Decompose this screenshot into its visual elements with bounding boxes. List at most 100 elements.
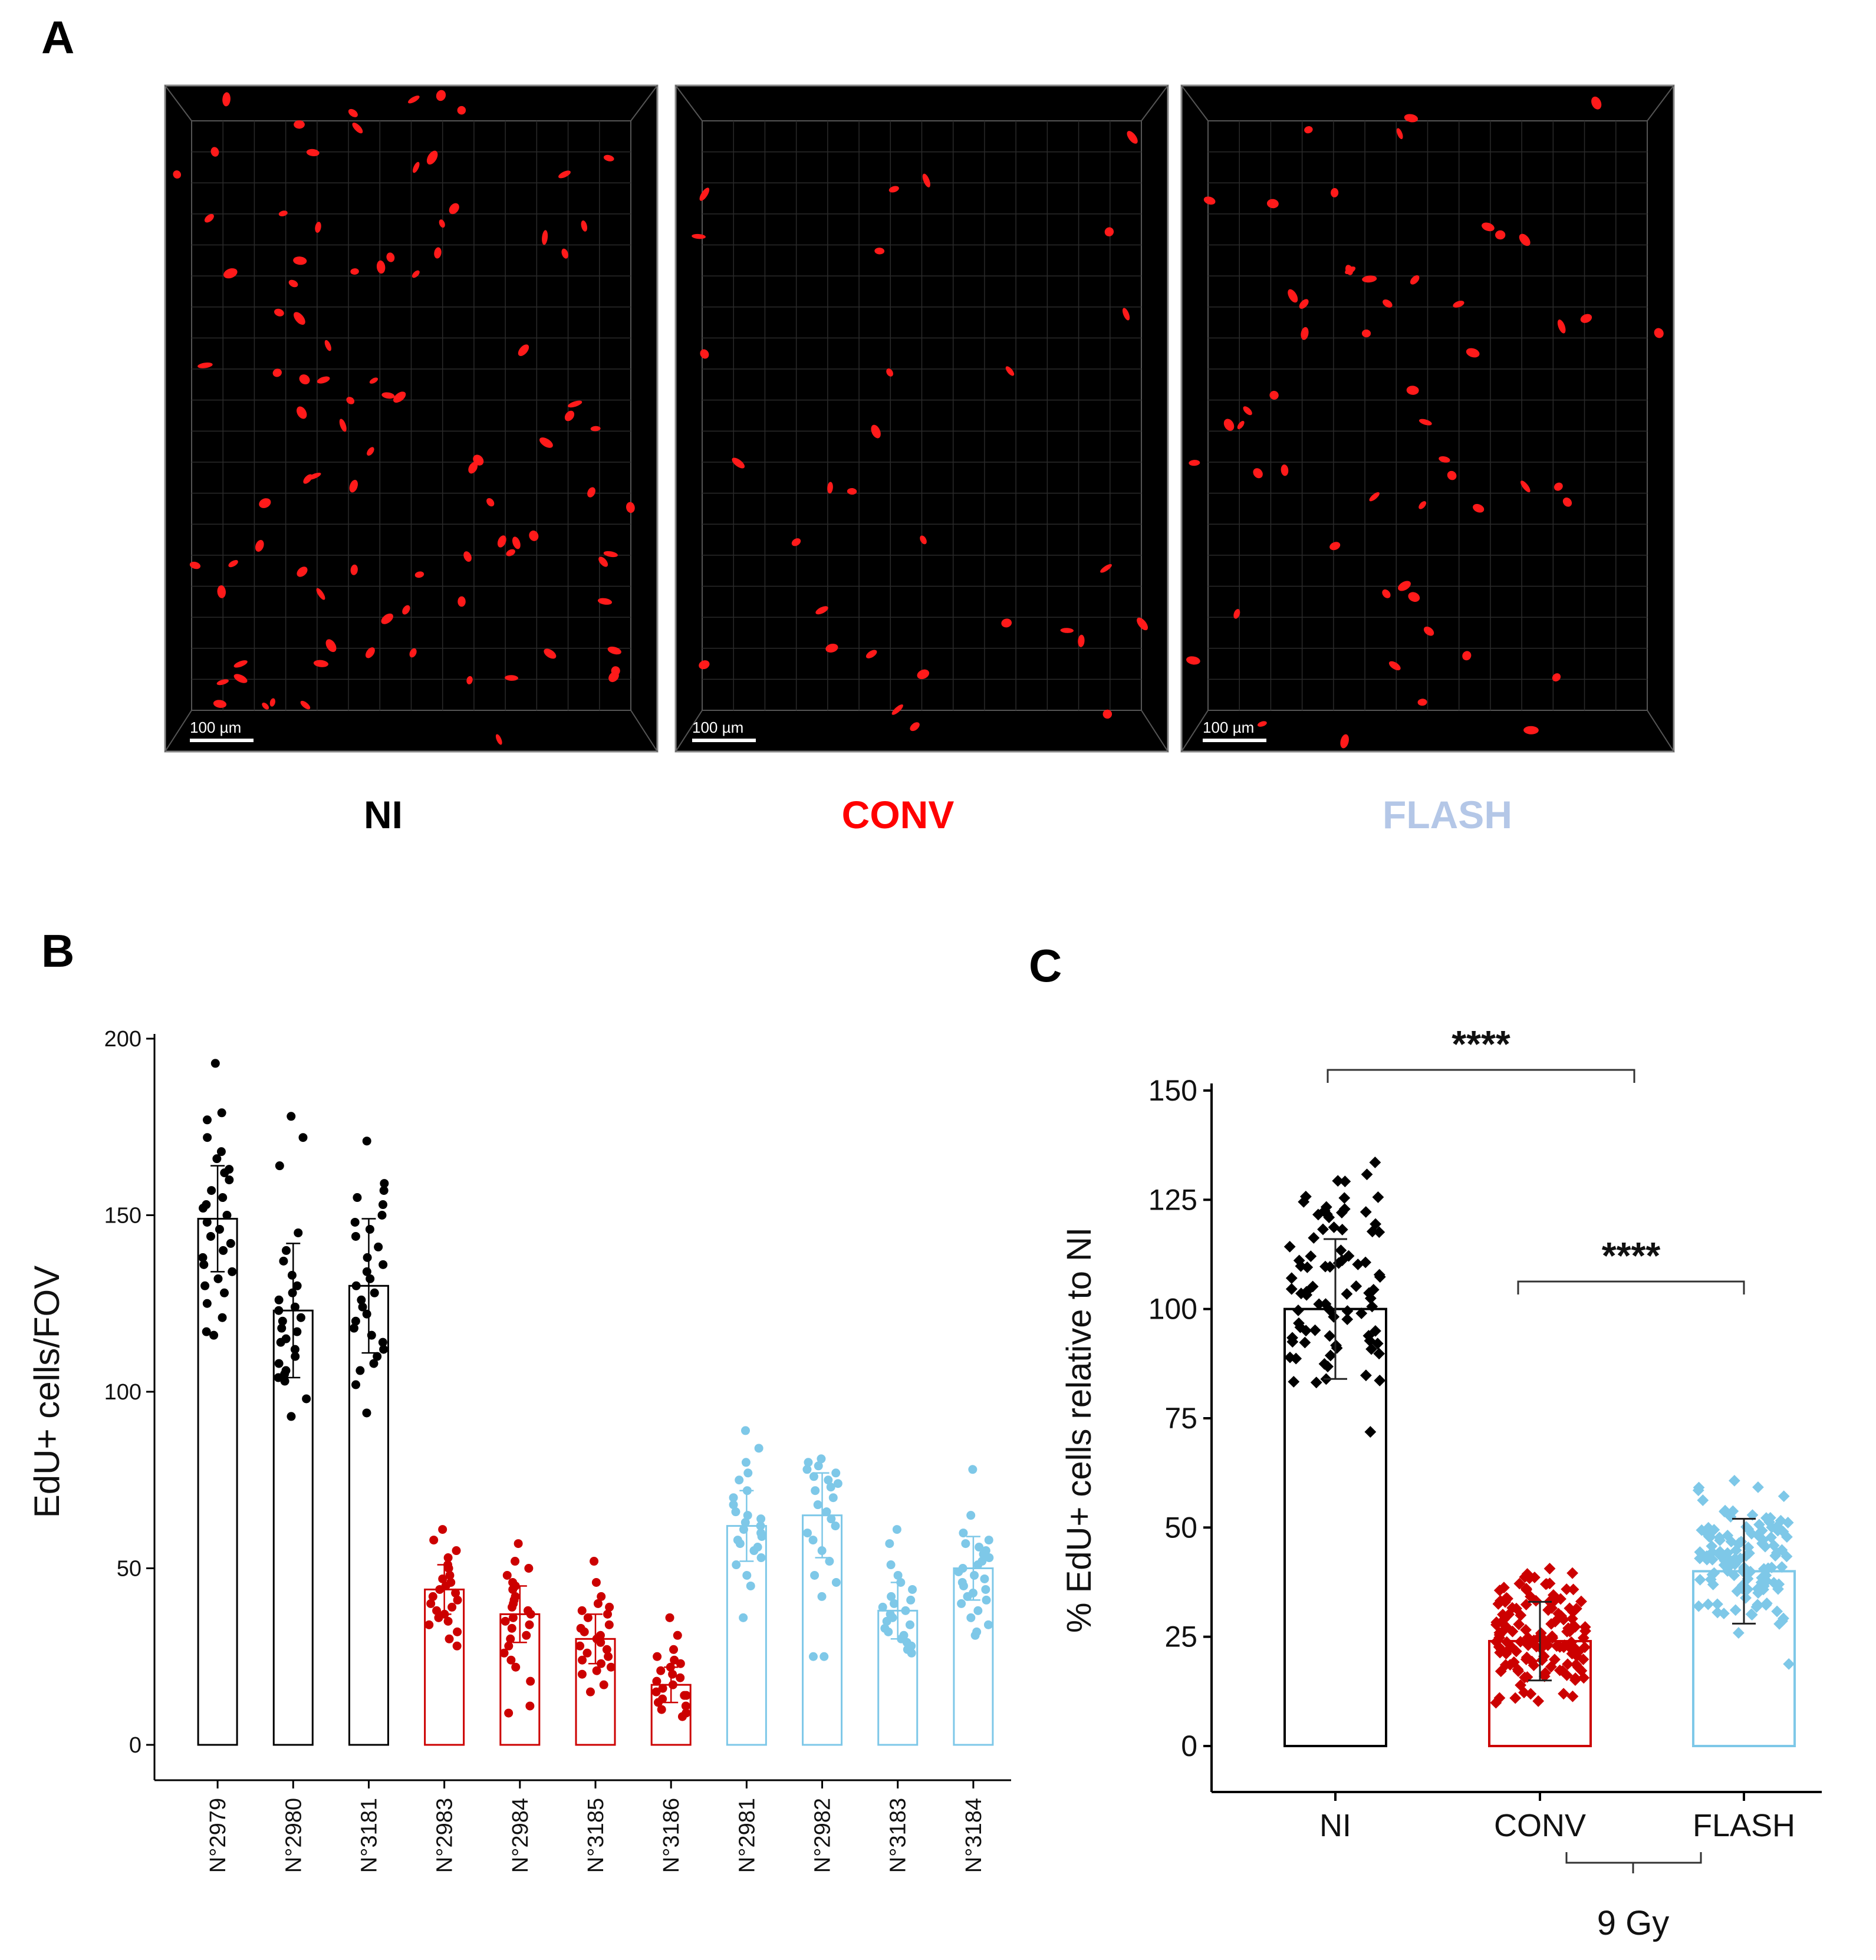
edu-positive-cell <box>259 498 271 508</box>
data-point <box>676 1659 685 1668</box>
data-point <box>605 1602 614 1612</box>
panel-a: A 100 µm 100 µm 100 µm NI CONV FLASH <box>41 11 1675 836</box>
data-point <box>1513 1618 1525 1630</box>
group-label-conv: CONV <box>842 793 955 836</box>
edu-positive-cell <box>1417 699 1427 706</box>
data-point <box>739 1525 748 1534</box>
data-point <box>1328 1311 1340 1323</box>
data-point <box>810 1570 819 1580</box>
data-point <box>288 1288 297 1297</box>
data-point <box>218 1193 228 1203</box>
edu-positive-cell <box>213 700 227 708</box>
data-point <box>508 1613 518 1622</box>
data-point <box>582 1648 592 1658</box>
y-axis-title: EdU+ cells/FOV <box>27 1266 67 1518</box>
edu-positive-cell <box>1281 464 1289 476</box>
data-point <box>808 1536 818 1545</box>
data-point <box>905 1620 914 1629</box>
edu-positive-cell <box>886 368 893 377</box>
data-point <box>1740 1592 1752 1604</box>
edu-positive-cell <box>597 598 613 605</box>
data-point <box>1697 1494 1709 1506</box>
edu-positive-cell <box>590 426 601 431</box>
data-point <box>1288 1376 1300 1388</box>
edu-positive-cell <box>1369 492 1380 502</box>
data-point <box>445 1634 454 1643</box>
x-tick-label: N°3184 <box>962 1798 986 1873</box>
data-point <box>968 1465 978 1474</box>
microscopy-image-flash: 100 µm <box>1180 84 1675 753</box>
data-point <box>1728 1474 1740 1487</box>
data-point <box>351 1380 361 1389</box>
data-point <box>602 1645 611 1654</box>
data-point <box>831 1521 840 1531</box>
panel-c: C 0 25 50 75 100 125 150 % EdU+ cells relative … <box>1029 940 1822 1942</box>
data-point <box>507 1623 516 1633</box>
data-point <box>604 1652 613 1661</box>
y-tick-label: 200 <box>104 1027 141 1052</box>
chart-b: 0 50 100 150 200 EdU+ cells/FOV N°2979 N°2980 N°… <box>27 1027 1011 1873</box>
data-point <box>756 1553 766 1563</box>
data-point <box>1532 1695 1545 1707</box>
data-point <box>1319 1260 1331 1273</box>
data-point <box>1693 1600 1705 1612</box>
edu-positive-cell <box>255 539 264 552</box>
data-point <box>1309 1324 1321 1336</box>
edu-positive-cell <box>1304 126 1313 134</box>
data-point <box>428 1592 437 1601</box>
data-point <box>1366 1226 1378 1238</box>
data-point <box>426 1599 436 1608</box>
data-point <box>885 1539 894 1549</box>
edu-positive-cell <box>847 487 857 495</box>
data-point <box>825 1557 834 1566</box>
data-point <box>591 1577 601 1587</box>
data-point <box>502 1570 512 1580</box>
data-point <box>291 1352 300 1361</box>
x-tick-label: N°3186 <box>659 1798 684 1873</box>
data-point <box>906 1595 916 1605</box>
data-point <box>1567 1583 1579 1596</box>
data-point <box>826 1483 835 1492</box>
data-point <box>370 1288 379 1297</box>
data-point <box>1549 1616 1561 1628</box>
edu-positive-cell <box>1340 734 1349 749</box>
data-point <box>961 1539 970 1549</box>
data-point <box>1506 1602 1518 1614</box>
edu-positive-cell <box>1288 289 1298 303</box>
data-point <box>452 1546 461 1556</box>
data-point <box>1725 1558 1737 1570</box>
chart-c: 0 25 50 75 100 125 150 % EdU+ cells relative to… <box>1060 1023 1822 1873</box>
data-point <box>809 1472 818 1481</box>
edu-positive-cell <box>457 106 466 115</box>
edu-positive-cell <box>408 95 420 104</box>
data-point <box>585 1687 595 1697</box>
data-point <box>217 1108 226 1118</box>
edu-positive-cell <box>350 268 359 275</box>
data-point <box>831 1577 841 1587</box>
microscopy-grid <box>164 85 658 752</box>
data-point <box>280 1376 289 1386</box>
data-point <box>362 1137 371 1146</box>
microscopy-grid <box>675 85 1169 752</box>
data-point <box>226 1238 235 1248</box>
x-tick-label: N°3181 <box>357 1798 381 1873</box>
edu-positive-cell <box>350 564 358 575</box>
data-point <box>746 1581 755 1590</box>
x-tick-label: N°3183 <box>886 1798 911 1873</box>
data-point <box>1336 1224 1348 1236</box>
data-point <box>1578 1672 1590 1684</box>
edu-positive-cell <box>815 606 828 615</box>
data-point <box>817 1454 826 1464</box>
edu-positive-cell <box>825 643 838 653</box>
data-point <box>1757 1563 1770 1575</box>
edu-positive-cell <box>409 648 417 658</box>
edu-positive-cell <box>294 120 305 129</box>
data-point <box>970 1630 980 1640</box>
data-point <box>1706 1540 1718 1552</box>
edu-positive-cell <box>1580 314 1592 323</box>
data-point <box>741 1458 751 1467</box>
data-point <box>1759 1540 1771 1553</box>
data-point <box>666 1662 675 1672</box>
edu-positive-cell <box>1410 275 1420 285</box>
data-point <box>499 1648 509 1658</box>
